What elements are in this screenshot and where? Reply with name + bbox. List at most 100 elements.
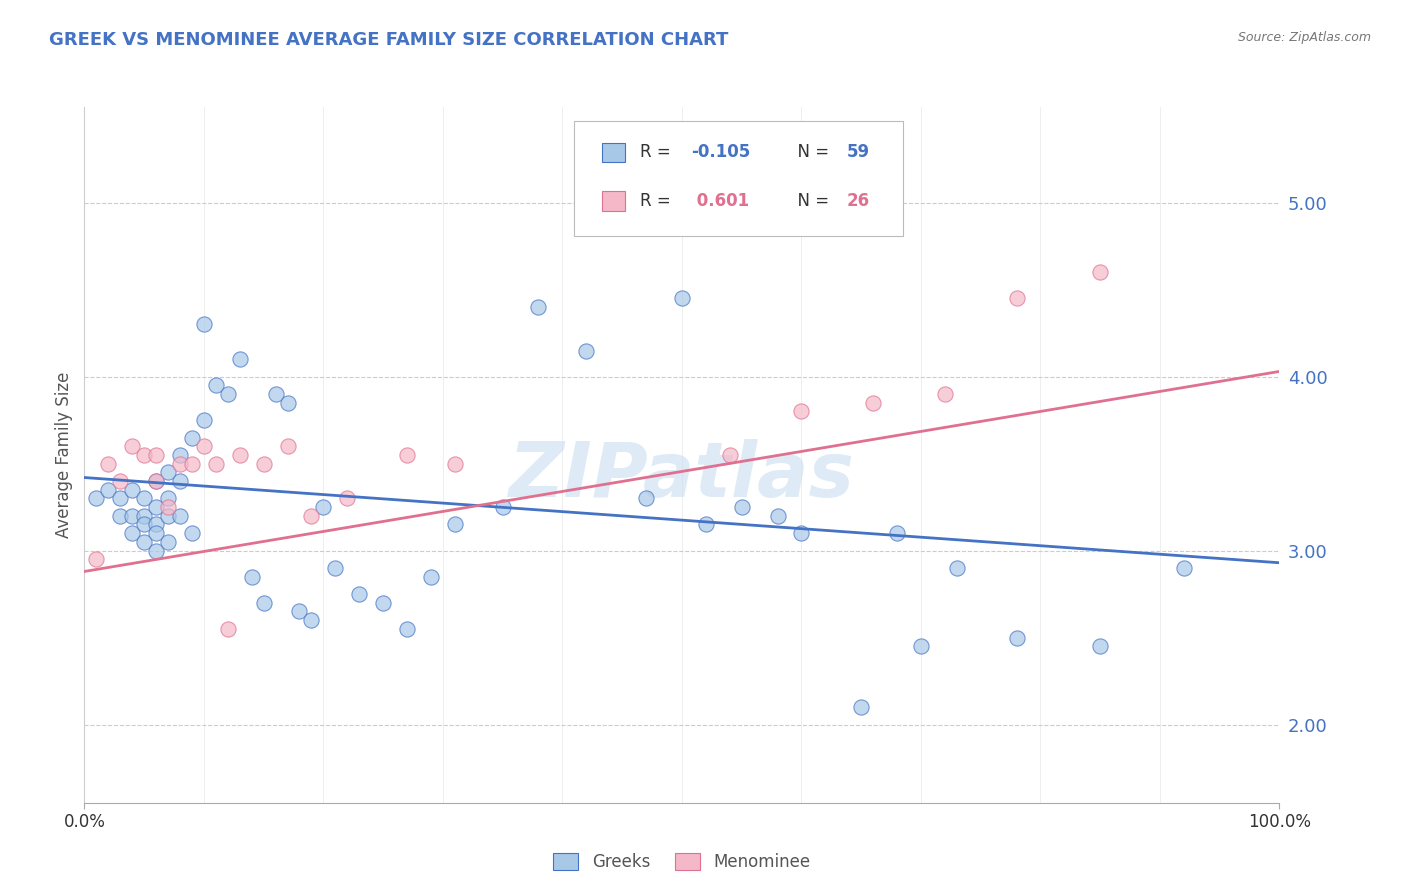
- Point: [157, 500, 180, 515]
- Point: [205, 378, 228, 392]
- Point: [157, 535, 180, 549]
- Text: R =: R =: [640, 144, 676, 161]
- Point: [110, 491, 132, 506]
- Point: [97, 457, 120, 471]
- Point: [157, 491, 180, 506]
- Point: [180, 431, 202, 445]
- Point: [145, 474, 167, 488]
- Point: [110, 508, 132, 523]
- Y-axis label: Average Family Size: Average Family Size: [55, 372, 73, 538]
- Point: [264, 387, 287, 401]
- Point: [145, 474, 167, 488]
- Point: [132, 508, 156, 523]
- Point: [444, 457, 467, 471]
- Bar: [602, 143, 626, 162]
- Text: ZIPatlas: ZIPatlas: [509, 439, 855, 513]
- Point: [84, 552, 107, 566]
- Text: GREEK VS MENOMINEE AVERAGE FAMILY SIZE CORRELATION CHART: GREEK VS MENOMINEE AVERAGE FAMILY SIZE C…: [49, 31, 728, 49]
- Point: [349, 587, 371, 601]
- Point: [695, 517, 717, 532]
- Point: [193, 439, 215, 453]
- FancyBboxPatch shape: [574, 121, 903, 235]
- Point: [301, 508, 323, 523]
- Point: [886, 526, 908, 541]
- Point: [301, 613, 323, 627]
- Point: [849, 700, 872, 714]
- Point: [492, 500, 515, 515]
- Point: [157, 508, 180, 523]
- Point: [193, 318, 215, 332]
- Point: [371, 596, 394, 610]
- Point: [121, 483, 143, 497]
- Point: [419, 570, 441, 584]
- Point: [205, 457, 228, 471]
- Point: [121, 439, 143, 453]
- Point: [110, 474, 132, 488]
- Point: [575, 343, 598, 358]
- Point: [910, 639, 932, 653]
- Point: [97, 483, 120, 497]
- Point: [132, 491, 156, 506]
- Point: [766, 508, 789, 523]
- Text: N =: N =: [786, 192, 834, 210]
- Point: [671, 291, 693, 305]
- Point: [145, 543, 167, 558]
- Text: -0.105: -0.105: [690, 144, 751, 161]
- Point: [634, 491, 657, 506]
- Point: [84, 491, 107, 506]
- Point: [180, 526, 202, 541]
- Point: [1088, 639, 1111, 653]
- Text: R =: R =: [640, 192, 676, 210]
- Point: [253, 457, 276, 471]
- Text: N =: N =: [786, 144, 834, 161]
- Point: [731, 500, 754, 515]
- Text: 0.601: 0.601: [690, 192, 749, 210]
- Point: [217, 387, 239, 401]
- Point: [1173, 561, 1195, 575]
- Text: 59: 59: [846, 144, 869, 161]
- Point: [169, 448, 191, 462]
- Point: [323, 561, 346, 575]
- Point: [121, 508, 143, 523]
- Point: [862, 396, 884, 410]
- Point: [790, 526, 813, 541]
- Point: [288, 605, 311, 619]
- Point: [253, 596, 276, 610]
- Point: [228, 352, 252, 367]
- Point: [157, 466, 180, 480]
- Point: [934, 387, 956, 401]
- Point: [1005, 291, 1028, 305]
- Point: [396, 622, 419, 636]
- Point: [945, 561, 967, 575]
- Point: [790, 404, 813, 418]
- Point: [169, 474, 191, 488]
- Point: [718, 448, 741, 462]
- Text: Source: ZipAtlas.com: Source: ZipAtlas.com: [1237, 31, 1371, 45]
- Point: [217, 622, 239, 636]
- Point: [276, 396, 298, 410]
- Point: [1088, 265, 1111, 279]
- Point: [396, 448, 419, 462]
- Point: [527, 300, 550, 314]
- Point: [1005, 631, 1028, 645]
- Point: [228, 448, 252, 462]
- Point: [169, 508, 191, 523]
- Point: [276, 439, 298, 453]
- Point: [132, 535, 156, 549]
- Point: [180, 457, 202, 471]
- Point: [145, 448, 167, 462]
- Point: [240, 570, 263, 584]
- Point: [444, 517, 467, 532]
- Point: [145, 517, 167, 532]
- Text: 26: 26: [846, 192, 869, 210]
- Point: [145, 526, 167, 541]
- Point: [312, 500, 335, 515]
- Point: [193, 413, 215, 427]
- Point: [169, 457, 191, 471]
- Point: [121, 526, 143, 541]
- Point: [145, 500, 167, 515]
- Point: [132, 448, 156, 462]
- Bar: [602, 191, 626, 211]
- Legend: Greeks, Menominee: Greeks, Menominee: [547, 847, 817, 878]
- Point: [336, 491, 359, 506]
